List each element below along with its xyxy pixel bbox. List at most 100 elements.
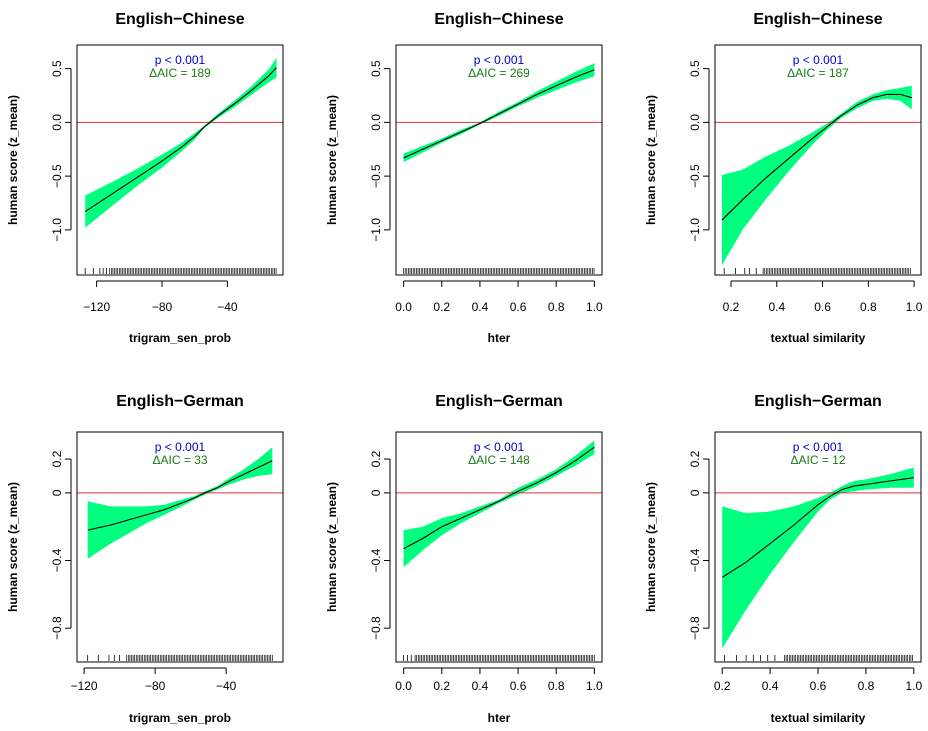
x-tick-label: −80 [145,679,166,693]
confidence-band [87,447,273,559]
x-tick-label: 0.6 [814,300,831,314]
confidence-band [721,85,912,266]
panel-title: English−German [435,393,563,410]
x-tick-label: 0.4 [472,300,489,314]
panel-1: English−Chinese −1.0 −0.5 0.0 0.5 −120 −80 −40 t… [6,11,284,345]
y-axis-label: human score (z_mean) [644,482,658,612]
rug-marks [403,655,595,661]
y-tick-label: −1.0 [369,218,383,242]
plot-frame [395,44,603,276]
plot-frame [76,431,284,663]
y-tick-label: 0 [50,489,64,496]
y-tick-label: −1.0 [50,218,64,242]
y-tick-label: 0.0 [688,114,702,131]
x-tick-label: 0.8 [860,300,877,314]
x-tick-label: 0.4 [472,679,489,693]
x-tick-label: 0.8 [548,679,565,693]
panel-title: English−German [754,393,882,410]
confidence-band [403,63,595,163]
x-tick-label: 0.2 [714,679,731,693]
panel-title: English−Chinese [115,11,244,28]
x-axis-label: hter [488,711,511,725]
y-tick-label: 0 [369,489,383,496]
y-tick-label: 0.5 [50,60,64,77]
x-tick-label: 1.0 [586,679,603,693]
x-tick-label: −40 [217,300,238,314]
rug-marks [403,268,595,274]
panel-title: English−Chinese [753,11,882,28]
plot-frame [395,431,603,663]
x-axis-label: trigram_sen_prob [129,711,231,725]
plot-frame [714,44,922,276]
x-tick-label: 0.6 [510,679,527,693]
y-tick-label: 0.5 [688,60,702,77]
y-tick-label: −0.5 [369,164,383,188]
fit-line [403,69,595,159]
p-value-annotation: p < 0.001 [155,53,206,67]
aic-annotation: ΔAIC = 269 [468,66,530,80]
x-tick-label: −80 [152,300,173,314]
rug-marks [723,268,911,274]
aic-annotation: ΔAIC = 33 [152,453,207,467]
y-tick-label: −1.0 [688,218,702,242]
y-axis-label: human score (z_mean) [325,95,339,225]
p-value-annotation: p < 0.001 [793,53,844,67]
panel-3: English−Chinese −1.0 −0.5 0.0 0.5 0.2 0.4 0.6 0.… [644,11,923,345]
y-tick-label: 0.0 [50,114,64,131]
x-axis-label: trigram_sen_prob [129,331,231,345]
y-tick-label: −0.8 [50,616,64,640]
panel-2: English−Chinese −1.0 −0.5 0.0 0.5 0.0 0.2 0.4 0.… [325,11,603,345]
x-tick-label: −40 [216,679,237,693]
x-tick-label: 1.0 [906,300,923,314]
aic-annotation: ΔAIC = 189 [149,66,211,80]
fit-line [87,460,273,531]
fit-line [403,446,595,550]
y-tick-label: 0.2 [50,450,64,467]
panel-4: English−German −0.8 −0.4 0 0.2 −120 −80 −40 trig… [6,393,284,725]
y-axis-label: human score (z_mean) [6,95,20,225]
aic-annotation: ΔAIC = 148 [468,453,530,467]
y-tick-label: −0.4 [688,548,702,572]
y-tick-label: 0.2 [369,450,383,467]
fit-line [84,67,277,213]
rug-marks [84,268,277,274]
x-tick-label: −120 [71,679,98,693]
x-axis-label: hter [488,331,511,345]
aic-annotation: ΔAIC = 187 [787,66,849,80]
x-tick-label: 0.4 [762,679,779,693]
y-tick-label: −0.5 [688,164,702,188]
y-tick-label: −0.5 [50,164,64,188]
x-tick-label: 1.0 [905,679,922,693]
plot-frame [76,44,284,276]
fit-line [721,93,912,221]
y-tick-label: 0.0 [369,114,383,131]
confidence-band [722,467,914,649]
x-axis-label: textual similarity [771,711,866,725]
p-value-annotation: p < 0.001 [155,440,206,454]
p-value-annotation: p < 0.001 [474,53,525,67]
y-axis-label: human score (z_mean) [6,482,20,612]
x-tick-label: 0.4 [768,300,785,314]
x-tick-label: 1.0 [586,300,603,314]
x-tick-label: 0.2 [433,300,450,314]
y-axis-label: human score (z_mean) [644,95,658,225]
x-tick-label: 0.8 [858,679,875,693]
y-tick-label: −0.8 [369,616,383,640]
p-value-annotation: p < 0.001 [474,440,525,454]
p-value-annotation: p < 0.001 [793,440,844,454]
panel-title: English−German [116,393,244,410]
aic-annotation: ΔAIC = 12 [790,453,845,467]
y-tick-label: −0.4 [50,548,64,572]
fit-line [721,477,914,578]
x-tick-label: −120 [83,300,110,314]
y-tick-label: −0.8 [688,616,702,640]
x-tick-label: 0.6 [510,300,527,314]
rug-marks [87,655,273,661]
y-tick-label: 0 [688,489,702,496]
y-tick-label: −0.4 [369,548,383,572]
panel-title: English−Chinese [434,11,563,28]
y-tick-label: 0.2 [688,450,702,467]
x-tick-label: 0.2 [433,679,450,693]
